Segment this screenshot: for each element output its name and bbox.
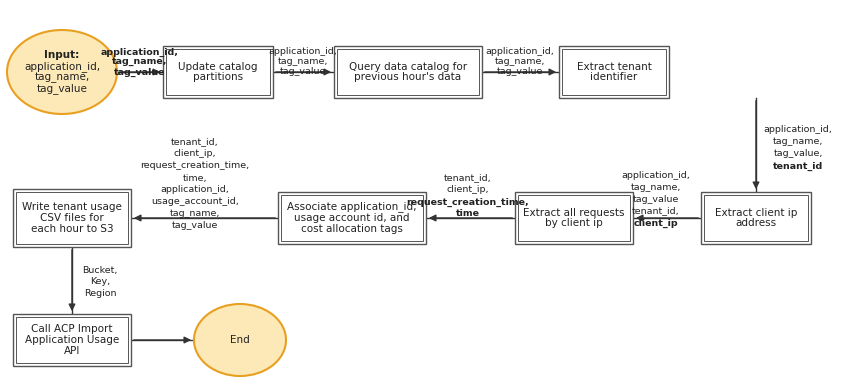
Text: tag_name,: tag_name,	[34, 72, 89, 83]
Text: API: API	[64, 346, 80, 356]
Text: application_id,: application_id,	[763, 125, 832, 135]
Text: application_id,: application_id,	[24, 61, 100, 72]
Text: Application Usage: Application Usage	[25, 335, 119, 345]
Text: identifier: identifier	[590, 72, 637, 82]
Text: usage account id, and: usage account id, and	[294, 213, 410, 223]
Text: tag_value: tag_value	[114, 67, 166, 77]
Text: application_id,: application_id,	[268, 48, 337, 57]
Text: CSV files for: CSV files for	[40, 213, 104, 223]
Text: client_ip: client_ip	[634, 218, 678, 228]
Text: Input:: Input:	[44, 50, 79, 60]
Text: Update catalog: Update catalog	[178, 62, 258, 72]
FancyBboxPatch shape	[334, 46, 482, 98]
Text: tag_value: tag_value	[172, 221, 218, 231]
Text: each hour to S3: each hour to S3	[31, 224, 113, 234]
Text: tag_value,: tag_value,	[774, 149, 823, 159]
Text: tag_name,: tag_name,	[112, 58, 168, 67]
Text: client_ip,: client_ip,	[174, 149, 216, 159]
Text: tag_value: tag_value	[37, 83, 88, 94]
Text: Bucket,: Bucket,	[83, 265, 118, 274]
Text: tag_name,: tag_name,	[630, 183, 682, 192]
Text: request_creation_time,: request_creation_time,	[141, 161, 250, 171]
Text: tenant_id,: tenant_id,	[171, 137, 219, 147]
Text: Key,: Key,	[90, 277, 110, 286]
Text: address: address	[735, 219, 776, 228]
Ellipse shape	[7, 30, 117, 114]
FancyBboxPatch shape	[13, 314, 131, 366]
Text: End: End	[230, 335, 250, 345]
Text: client_ip,: client_ip,	[446, 185, 489, 195]
Text: Extract all requests: Extract all requests	[523, 207, 625, 217]
Text: application_id,: application_id,	[161, 185, 229, 195]
Text: tag_value: tag_value	[633, 195, 679, 204]
Text: cost allocation tags: cost allocation tags	[301, 224, 403, 234]
Text: Write tenant usage: Write tenant usage	[22, 202, 122, 212]
Text: Call ACP Import: Call ACP Import	[32, 324, 112, 334]
Text: tenant_id,: tenant_id,	[632, 207, 680, 216]
Text: Query data catalog for: Query data catalog for	[349, 62, 467, 72]
Text: by client ip: by client ip	[545, 219, 603, 228]
FancyBboxPatch shape	[163, 46, 273, 98]
Ellipse shape	[194, 304, 286, 376]
FancyBboxPatch shape	[278, 192, 426, 244]
Text: tenant_id: tenant_id	[773, 161, 823, 171]
Text: Extract client ip: Extract client ip	[715, 207, 797, 217]
Text: Region: Region	[83, 289, 116, 298]
Text: Associate application_id,: Associate application_id,	[287, 202, 417, 212]
Text: application_id,: application_id,	[486, 48, 555, 57]
Text: time: time	[456, 209, 480, 219]
FancyBboxPatch shape	[559, 46, 669, 98]
Text: tenant_id,: tenant_id,	[444, 173, 492, 183]
Text: application_id,: application_id,	[622, 171, 690, 180]
Text: Extract tenant: Extract tenant	[577, 62, 652, 72]
Text: tag_name,: tag_name,	[773, 137, 823, 147]
Text: tag_name,: tag_name,	[170, 209, 220, 219]
Text: tag_name,: tag_name,	[495, 58, 545, 67]
Text: application_id,: application_id,	[101, 48, 179, 57]
Text: tag_value: tag_value	[279, 67, 326, 77]
Text: time,: time,	[182, 173, 207, 183]
Text: previous hour's data: previous hour's data	[354, 72, 462, 82]
FancyBboxPatch shape	[515, 192, 633, 244]
Text: usage_account_id,: usage_account_id,	[151, 197, 239, 207]
Text: partitions: partitions	[193, 72, 243, 82]
FancyBboxPatch shape	[13, 189, 131, 247]
Text: request_creation_time,: request_creation_time,	[406, 197, 529, 207]
FancyBboxPatch shape	[701, 192, 811, 244]
Text: tag_name,: tag_name,	[278, 58, 328, 67]
Text: tag_value: tag_value	[497, 67, 544, 77]
